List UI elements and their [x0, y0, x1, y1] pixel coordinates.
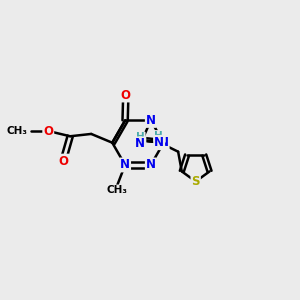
Text: O: O [59, 154, 69, 168]
Text: S: S [191, 175, 200, 188]
Text: O: O [121, 88, 131, 101]
Text: CH₃: CH₃ [7, 126, 28, 136]
Text: N: N [120, 158, 130, 172]
Text: H: H [154, 131, 163, 141]
Text: N: N [159, 136, 169, 149]
Text: H: H [136, 133, 145, 142]
Text: N: N [135, 137, 146, 150]
Text: N: N [146, 114, 156, 127]
Text: O: O [43, 124, 53, 137]
Text: N: N [146, 158, 156, 172]
Text: CH₃: CH₃ [106, 185, 128, 195]
Text: N: N [154, 136, 164, 149]
